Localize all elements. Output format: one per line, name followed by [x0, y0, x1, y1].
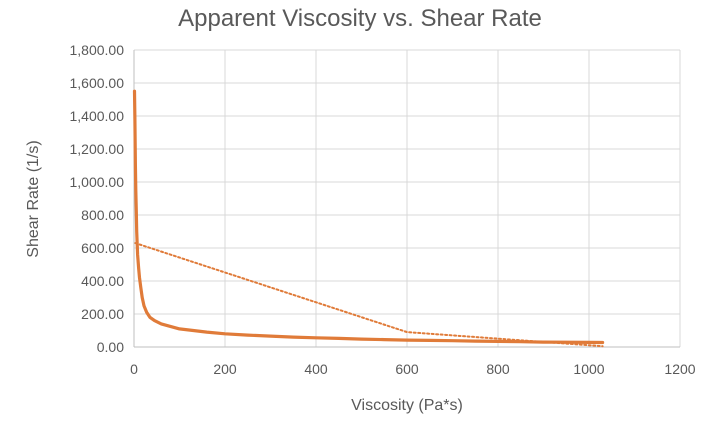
data-line-path	[132, 89, 605, 345]
x-tick-label: 1200	[664, 361, 695, 377]
y-tick-label: 1,600.00	[70, 75, 125, 91]
tick-labels: 0.00 200.00 400.00 600.00 800.00 1,000.00 1,20…	[70, 42, 696, 377]
x-tick-label: 600	[395, 361, 419, 377]
series-data	[132, 89, 605, 345]
x-tick-label: 0	[130, 361, 138, 377]
x-axis-title: Viscosity (Pa*s)	[351, 397, 463, 414]
y-tick-label: 0.00	[97, 339, 124, 355]
chart-title: Apparent Viscosity vs. Shear Rate	[178, 5, 542, 32]
y-tick-label: 200.00	[81, 306, 124, 322]
x-tick-label: 1000	[573, 361, 604, 377]
y-tick-label: 1,800.00	[70, 42, 125, 58]
y-tick-label: 1,000.00	[70, 174, 125, 190]
y-tick-label: 1,200.00	[70, 141, 125, 157]
y-tick-label: 1,400.00	[70, 108, 125, 124]
trendline-path	[134, 242, 604, 348]
y-tick-label: 800.00	[81, 207, 124, 223]
y-tick-label: 400.00	[81, 273, 124, 289]
y-tick-label: 600.00	[81, 240, 124, 256]
x-tick-label: 400	[304, 361, 328, 377]
series-layer	[132, 89, 605, 348]
x-tick-label: 800	[486, 361, 510, 377]
series-trendline	[134, 242, 604, 348]
x-tick-label: 200	[213, 361, 237, 377]
y-axis-title: Shear Rate (1/s)	[25, 140, 42, 257]
